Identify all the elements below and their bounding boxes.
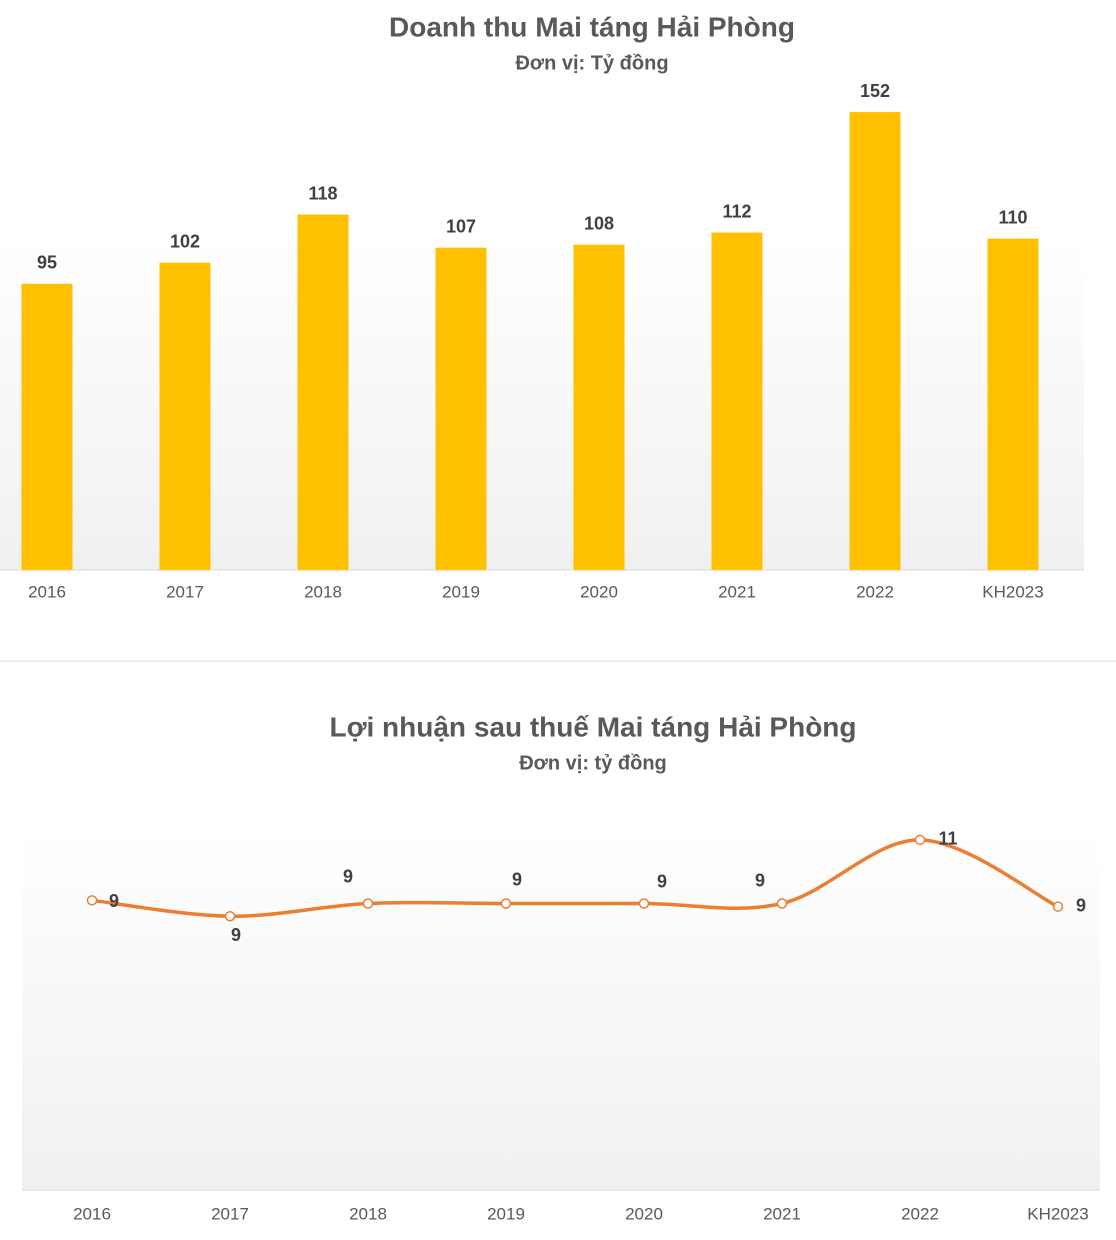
point xyxy=(224,910,236,922)
data-label: 9 xyxy=(343,866,353,886)
line xyxy=(91,838,1059,918)
x-tick-label: 2022 xyxy=(901,1204,939,1223)
x-tick-label: KH2023 xyxy=(1027,1204,1088,1223)
data-label: 102 xyxy=(170,231,200,251)
point xyxy=(362,898,374,909)
x-tick-label: 2018 xyxy=(304,582,342,601)
data-label: 107 xyxy=(446,216,476,236)
point xyxy=(86,895,98,906)
point xyxy=(776,898,788,909)
x-tick-label: 2018 xyxy=(349,1204,387,1223)
chart-subtitle: Đơn vị: tỷ đồng xyxy=(519,752,667,774)
x-tick-label: 2022 xyxy=(856,582,894,601)
chart-title: Doanh thu Mai táng Hải Phòng xyxy=(389,11,795,42)
x-tick-label: 2021 xyxy=(718,582,756,601)
x-tick-label: 2021 xyxy=(763,1204,801,1223)
bar xyxy=(987,238,1039,570)
point xyxy=(1052,901,1064,912)
point xyxy=(914,834,926,846)
data-label: 110 xyxy=(998,207,1027,227)
bar xyxy=(711,232,763,570)
bar xyxy=(21,283,73,570)
data-label: 118 xyxy=(308,183,337,203)
data-label: 9 xyxy=(231,925,241,945)
x-tick-label: 2020 xyxy=(625,1204,663,1223)
x-tick-label: 2016 xyxy=(28,582,66,601)
data-label: 9 xyxy=(512,869,522,889)
data-label: 9 xyxy=(755,870,765,890)
data-label: 11 xyxy=(938,829,957,849)
bar xyxy=(297,214,349,570)
plot-area xyxy=(22,830,1100,1190)
data-label: 9 xyxy=(109,891,119,911)
chart-subtitle: Đơn vị: Tỷ đồng xyxy=(515,52,668,74)
bar xyxy=(573,244,625,570)
bar xyxy=(849,112,901,570)
data-label: 108 xyxy=(584,213,614,233)
x-tick-label: 2017 xyxy=(211,1204,249,1223)
bar xyxy=(435,247,487,570)
bar xyxy=(159,262,211,570)
data-label: 112 xyxy=(722,201,751,221)
chart-title: Lợi nhuận sau thuế Mai táng Hải Phòng xyxy=(329,711,856,742)
data-label: 9 xyxy=(657,871,667,891)
data-label: 95 xyxy=(37,253,57,273)
x-tick-label: 2019 xyxy=(442,582,480,601)
x-tick-label: 2019 xyxy=(487,1204,525,1223)
x-tick-label: 2016 xyxy=(73,1204,111,1223)
x-tick-label: 2017 xyxy=(166,582,204,601)
data-label: 9 xyxy=(1076,895,1086,915)
x-tick-label: 2020 xyxy=(580,582,618,601)
x-tick-label: KH2023 xyxy=(982,582,1043,601)
point xyxy=(638,898,650,909)
point xyxy=(500,898,512,909)
data-label: 152 xyxy=(860,81,890,101)
